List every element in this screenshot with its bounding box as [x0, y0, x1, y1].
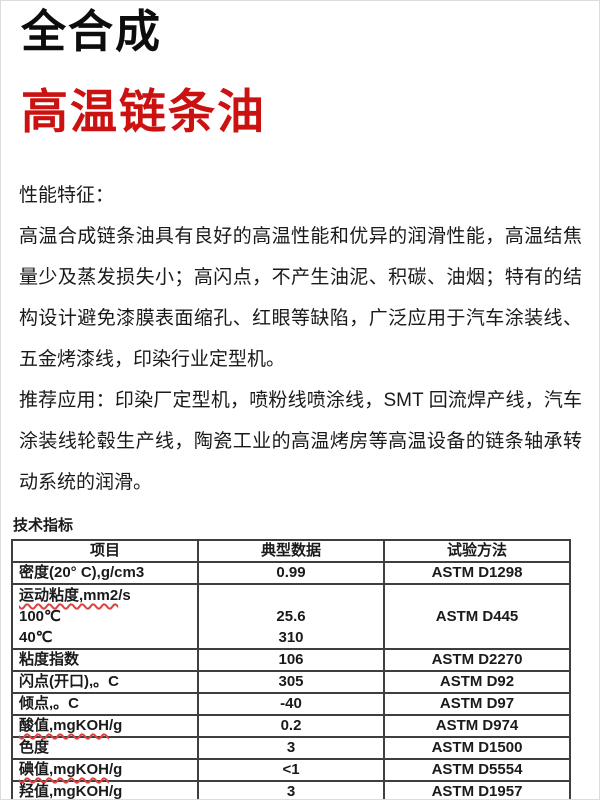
cell-test-method: ASTM D5554: [383, 758, 571, 782]
table-header-row: 项目 典型数据 试验方法: [11, 539, 571, 563]
cell-test-method: ASTM D974: [383, 714, 571, 738]
cell-line: 40℃: [19, 629, 53, 646]
column-header-typical-data: 典型数据: [197, 539, 385, 563]
cell-line: [205, 585, 377, 606]
cell-test-method: ASTM D92: [383, 670, 571, 694]
cell-item: 粘度指数: [11, 648, 199, 672]
cell-item: 倾点,。C: [11, 692, 199, 716]
cell-test-method: ASTM D1957: [383, 780, 571, 799]
cell-item: 闪点(开口),。C: [11, 670, 199, 694]
cell-typical-data: 25.6 310: [197, 583, 385, 650]
table-row: 倾点,。C -40 ASTM D97: [11, 692, 571, 716]
cell-typical-data: 0.2: [197, 714, 385, 738]
cell-item: 运动粘度,mm2/s 100℃ 40℃: [11, 583, 199, 650]
performance-paragraph: 高温合成链条油具有良好的高温性能和优异的润滑性能，高温结焦量少及蒸发损失小；高闪…: [19, 226, 582, 370]
table-row: 羟值,mgKOH/g 3 ASTM D1957: [11, 780, 571, 800]
performance-heading: 性能特征：: [19, 185, 115, 206]
spec-table: 项目 典型数据 试验方法 密度(20° C),g/cm3 0.99 ASTM D12…: [11, 539, 571, 800]
cell-test-method: ASTM D1500: [383, 736, 571, 760]
table-row: 闪点(开口),。C 305 ASTM D92: [11, 670, 571, 694]
description-section: 性能特征： 高温合成链条油具有良好的高温性能和优异的润滑性能，高温结焦量少及蒸发…: [19, 175, 582, 503]
cell-test-method: ASTM D97: [383, 692, 571, 716]
cell-typical-data: 106: [197, 648, 385, 672]
cell-typical-data: 3: [197, 736, 385, 760]
cell-typical-data: <1: [197, 758, 385, 782]
cell-line: 310: [278, 629, 304, 646]
table-row: 酸值,mgKOH/g 0.2 ASTM D974: [11, 714, 571, 738]
spellcheck-squiggle: 碘值,mgKOH: [19, 761, 110, 778]
table-row: 密度(20° C),g/cm3 0.99 ASTM D1298: [11, 561, 571, 585]
cell-item: 密度(20° C),g/cm3: [11, 561, 199, 585]
spellcheck-squiggle: 羟值,mgKOH: [19, 783, 110, 800]
column-header-test-method: 试验方法: [383, 539, 571, 563]
cell-line: 运动粘度,mm2/s: [19, 587, 131, 604]
spellcheck-squiggle: 运动粘度,mm2: [19, 587, 119, 604]
application-paragraph: 推荐应用：印染厂定型机，喷粉线喷涂线，SMT 回流焊产线，汽车涂装线轮毂生产线，…: [19, 390, 582, 493]
cell-test-method: ASTM D1298: [383, 561, 571, 585]
cell-item: 色度: [11, 736, 199, 760]
table-row: 运动粘度,mm2/s 100℃ 40℃ 25.6 310 ASTM D445: [11, 583, 571, 650]
spec-table-caption: 技术指标: [13, 517, 74, 534]
table-row: 碘值,mgKOH/g <1 ASTM D5554: [11, 758, 571, 782]
cell-typical-data: 305: [197, 670, 385, 694]
cell-typical-data: 0.99: [197, 561, 385, 585]
cell-test-method: ASTM D2270: [383, 648, 571, 672]
cell-item: 羟值,mgKOH/g: [11, 780, 199, 800]
cell-item: 酸值,mgKOH/g: [11, 714, 199, 738]
cell-test-method: ASTM D445: [383, 583, 571, 650]
cell-line: 100℃: [19, 608, 61, 625]
product-series-title: 全合成: [21, 6, 163, 57]
cell-typical-data: -40: [197, 692, 385, 716]
cell-line: 25.6: [276, 608, 306, 625]
cell-typical-data: 3: [197, 780, 385, 799]
spellcheck-squiggle: 酸值,mgKOH: [19, 717, 110, 734]
cell-item: 碘值,mgKOH/g: [11, 758, 199, 782]
product-name-title: 高温链条油: [21, 85, 266, 138]
column-header-item: 项目: [11, 539, 199, 563]
table-row: 粘度指数 106 ASTM D2270: [11, 648, 571, 672]
table-row: 色度 3 ASTM D1500: [11, 736, 571, 760]
